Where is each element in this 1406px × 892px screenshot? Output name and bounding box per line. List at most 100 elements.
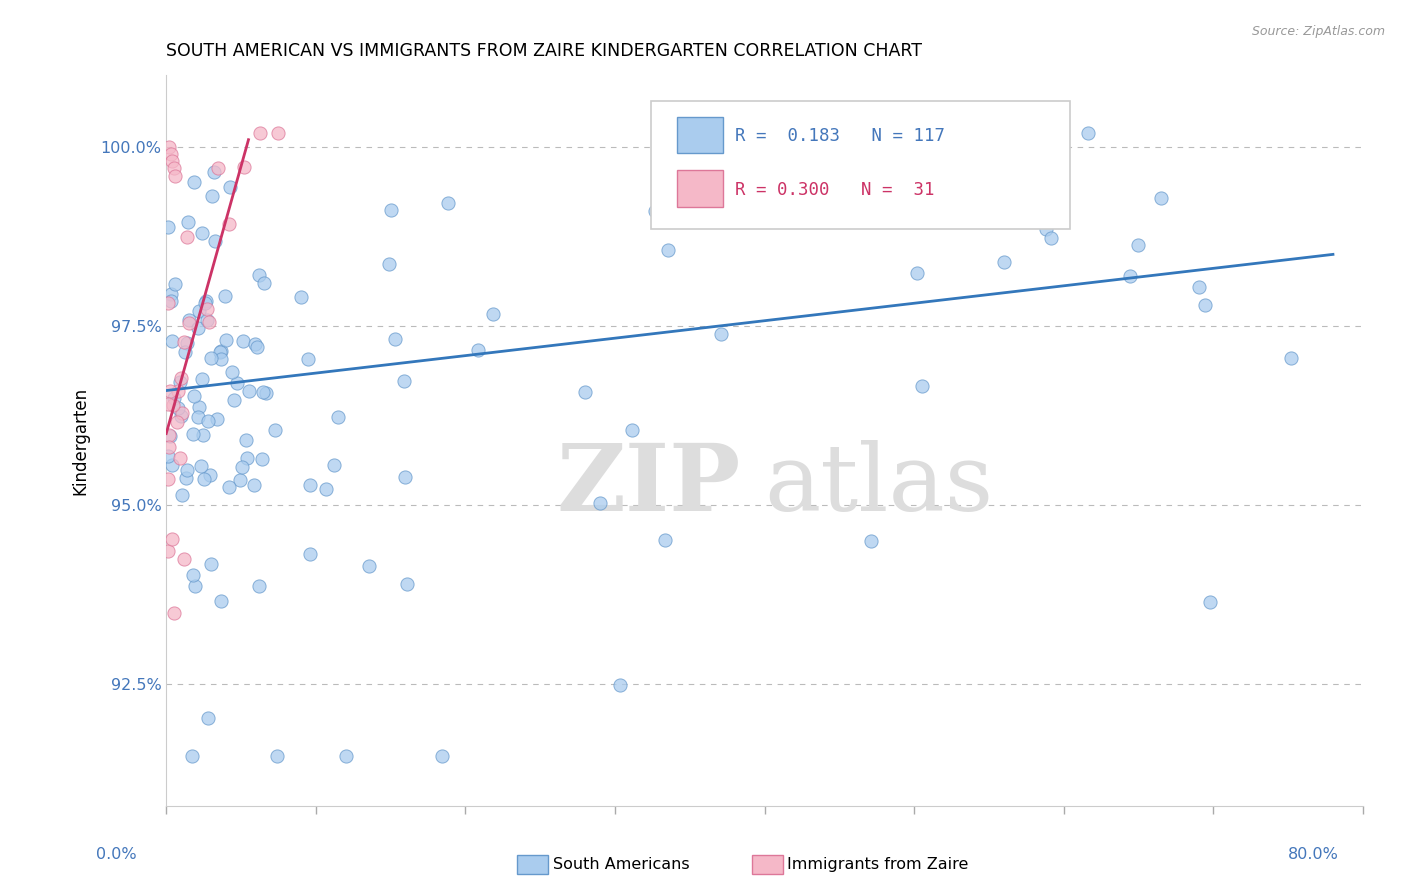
Point [207,161,229,175]
Point [1194,297,1216,311]
Point [252,384,274,399]
Point [188,304,211,318]
Point [384,333,406,347]
Point [162,398,184,412]
Point [298,478,321,492]
Point [157,441,180,455]
Point [202,165,225,179]
Text: atlas: atlas [765,440,994,530]
Point [860,533,883,548]
Text: R =  0.183   N = 117: R = 0.183 N = 117 [734,127,945,145]
Point [197,414,219,428]
Text: South Americans: South Americans [553,857,689,871]
Point [654,533,676,548]
Point [936,172,959,186]
Point [163,277,186,292]
Point [187,320,209,334]
Point [238,384,260,398]
Point [246,340,269,354]
Point [911,378,934,392]
Point [200,351,222,365]
Point [156,219,179,234]
Point [184,579,207,593]
Point [162,458,184,472]
Point [169,451,191,466]
Point [644,203,666,218]
Point [1198,595,1220,609]
Point [430,749,453,764]
Point [195,293,218,308]
Point [357,559,380,574]
FancyBboxPatch shape [678,170,723,207]
Point [323,458,346,472]
Point [1040,231,1063,245]
Point [167,384,190,398]
Point [173,552,195,566]
Point [174,345,197,359]
Point [159,429,181,443]
Point [1077,126,1099,140]
Point [200,467,222,482]
Point [253,276,276,290]
Point [1035,221,1057,235]
Point [193,472,215,486]
Point [163,606,186,620]
Point [160,334,183,348]
Point [156,449,179,463]
Point [1187,280,1209,294]
Point [396,576,419,591]
Point [190,459,212,474]
Point [176,463,198,477]
Point [215,334,238,348]
Point [205,412,228,426]
Point [232,334,254,348]
Point [159,384,181,399]
Point [315,482,337,496]
Point [218,217,240,231]
Point [163,161,186,176]
Point [378,257,401,271]
Point [231,460,253,475]
Point [214,288,236,302]
Point [156,397,179,411]
Point [176,335,198,350]
Point [335,749,357,764]
Point [326,409,349,424]
Point [394,469,416,483]
Point [169,409,191,423]
Point [574,384,596,399]
Point [191,371,214,385]
Point [167,401,190,415]
Point [247,579,270,593]
Point [174,471,197,485]
FancyBboxPatch shape [651,101,1070,228]
Point [243,336,266,351]
Point [437,195,460,210]
Point [589,496,612,510]
Point [197,710,219,724]
Point [201,189,224,203]
Point [183,175,205,189]
Point [187,409,209,424]
Point [232,160,254,174]
Point [218,479,240,493]
Point [176,230,198,244]
Point [211,351,233,366]
Point [181,426,204,441]
Point [243,478,266,492]
Point [159,428,181,442]
Point [157,140,180,154]
Point [160,154,183,169]
Point [1150,191,1173,205]
Point [290,290,312,304]
Point [247,268,270,282]
Point [195,301,218,316]
Point [905,266,928,280]
Point [163,391,186,405]
Point [160,287,183,301]
Point [191,226,214,240]
Point [156,472,179,486]
Point [224,393,246,408]
Point [173,335,195,350]
FancyBboxPatch shape [678,117,723,153]
